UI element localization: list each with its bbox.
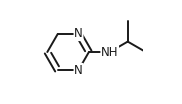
Text: N: N	[74, 27, 83, 40]
Text: N: N	[74, 64, 83, 77]
Text: NH: NH	[101, 46, 118, 58]
